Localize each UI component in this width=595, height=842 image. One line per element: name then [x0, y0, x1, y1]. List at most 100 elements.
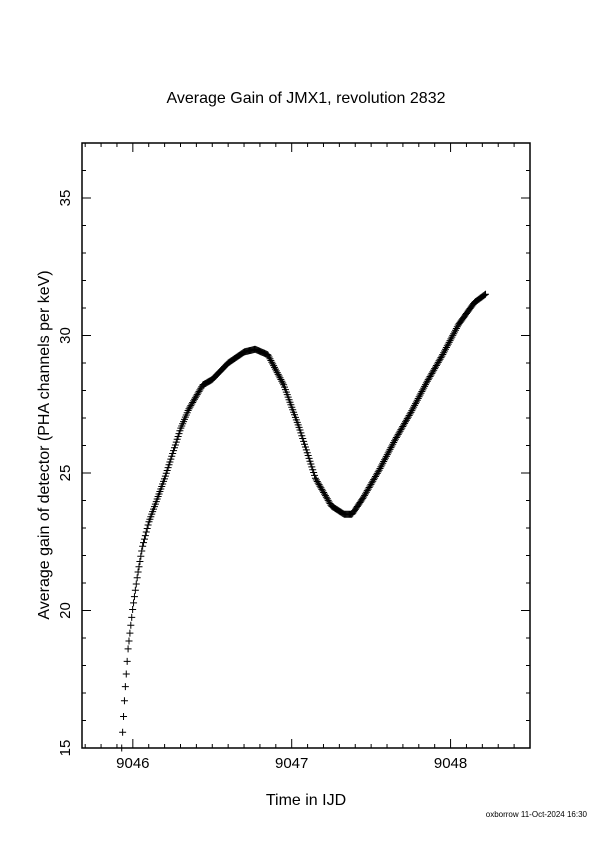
data-point [402, 416, 410, 424]
data-point [185, 405, 193, 413]
data-point [306, 457, 314, 465]
data-point [124, 645, 132, 653]
data-point [266, 355, 274, 363]
footer-credit: oxborrow 11-Oct-2024 16:30 [486, 810, 588, 819]
data-point [442, 344, 450, 352]
x-tick-label: 9046 [116, 755, 149, 772]
data-point [139, 542, 147, 550]
data-point [434, 358, 442, 366]
data-point [271, 363, 279, 371]
data-point [367, 480, 375, 488]
data-point [421, 382, 429, 390]
data-point [378, 461, 386, 469]
data-point [435, 357, 443, 365]
data-point [450, 330, 458, 338]
data-point [395, 429, 403, 437]
data-point [377, 463, 385, 471]
data-point [374, 468, 382, 476]
data-point [370, 476, 378, 484]
data-point [388, 442, 396, 450]
data-point [138, 547, 146, 555]
data-point [362, 488, 370, 496]
data-point [359, 494, 367, 502]
data-point [193, 391, 201, 399]
data-point [421, 381, 429, 389]
data-point [173, 435, 181, 443]
data-point [482, 290, 490, 298]
data-point [301, 440, 309, 448]
data-point [142, 528, 150, 536]
data-point [411, 400, 419, 408]
data-point [191, 394, 199, 402]
chart-title: Average Gain of JMX1, revolution 2832 [167, 90, 446, 107]
data-point [162, 469, 170, 477]
data-point [371, 472, 379, 480]
data-point [120, 713, 128, 721]
data-point [122, 670, 130, 678]
data-point [140, 539, 148, 547]
data-point [433, 360, 441, 368]
data-point [409, 405, 417, 413]
data-point [429, 368, 437, 376]
data-point [406, 410, 414, 418]
data-point [448, 333, 456, 341]
data-point [453, 323, 461, 331]
data-point [432, 362, 440, 370]
y-tick-label: 35 [57, 190, 74, 207]
data-point [385, 447, 393, 455]
data-point [363, 487, 371, 495]
data-point [304, 452, 312, 460]
x-tick-label: 9047 [275, 755, 308, 772]
data-point [141, 532, 149, 540]
data-point [166, 458, 174, 466]
data-point [481, 291, 489, 299]
data-point [360, 493, 368, 501]
data-point [424, 376, 432, 384]
data-point [441, 347, 449, 355]
data-point [311, 474, 319, 482]
data-point [418, 388, 426, 396]
data-point [298, 432, 306, 440]
data-point [137, 552, 145, 560]
data-point [121, 683, 129, 691]
data-point [393, 432, 401, 440]
data-point [419, 386, 427, 394]
data-point [190, 395, 198, 403]
data-point [431, 363, 439, 371]
data-point [187, 402, 195, 410]
data-point [403, 415, 411, 423]
data-point [318, 485, 326, 493]
data-point [451, 328, 459, 336]
data-point [417, 389, 425, 397]
data-point [129, 606, 137, 614]
tick-labels: 9046 9047 9048 15 20 25 30 35 [57, 190, 467, 772]
data-point [445, 338, 453, 346]
data-point [265, 353, 273, 361]
y-tick-label: 20 [57, 602, 74, 619]
data-point [268, 358, 276, 366]
data-point [172, 438, 180, 446]
data-point [431, 365, 439, 373]
data-point [444, 340, 452, 348]
data-point [422, 379, 430, 387]
data-point [133, 574, 141, 582]
data-point [130, 599, 138, 607]
data-point [391, 435, 399, 443]
plot-frame [81, 142, 531, 749]
y-tick-label: 25 [57, 465, 74, 482]
data-point [411, 401, 419, 409]
data-point [401, 418, 409, 426]
data-point [196, 386, 204, 394]
data-point [299, 435, 307, 443]
data-point [394, 430, 402, 438]
data-point [279, 379, 287, 387]
data-point [415, 393, 423, 401]
data-point [195, 387, 203, 395]
data-point [126, 629, 134, 637]
data-point [365, 484, 373, 492]
data-point [118, 744, 126, 752]
data-point [382, 452, 390, 460]
data-point [372, 471, 380, 479]
data-point [319, 487, 327, 495]
data-point [272, 367, 280, 375]
